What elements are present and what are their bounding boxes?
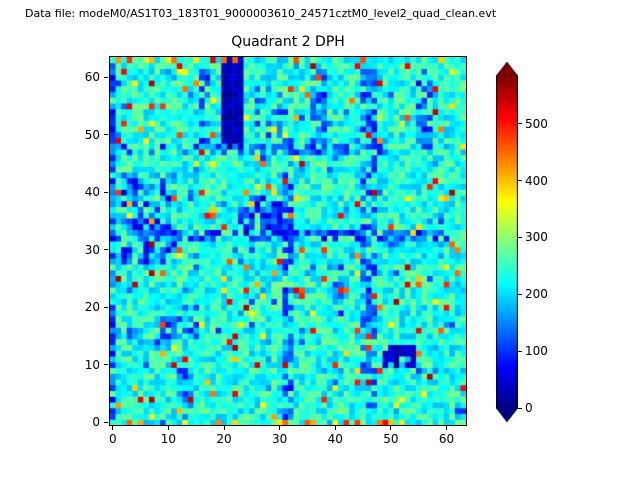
y-tick-label: 40 <box>84 185 100 200</box>
y-tick-label: 10 <box>84 357 100 372</box>
colorbar-tick-label: 400 <box>525 173 548 188</box>
y-tick-label: 20 <box>84 300 100 315</box>
y-tick-mark <box>104 421 108 423</box>
data-file-annotation: Data file: modeM0/AS1T03_183T01_90000036… <box>25 7 497 20</box>
y-tick-label: 30 <box>84 242 100 257</box>
x-tick-label: 50 <box>383 432 399 446</box>
colorbar-tick-mark <box>518 123 522 125</box>
colorbar-tick-label: 500 <box>525 116 548 131</box>
y-tick-mark <box>104 134 108 136</box>
heatmap-canvas <box>110 57 466 425</box>
colorbar-tick-label: 100 <box>525 344 548 359</box>
y-tick-label: 50 <box>84 127 100 142</box>
colorbar-tick-label: 200 <box>525 287 548 302</box>
y-tick-label: 0 <box>92 415 100 430</box>
y-tick-mark <box>104 76 108 78</box>
colorbar-tick-mark <box>518 293 522 295</box>
y-tick-mark <box>104 191 108 193</box>
colorbar <box>496 62 518 422</box>
colorbar-tick-mark <box>518 236 522 238</box>
x-tick-label: 40 <box>327 432 343 446</box>
x-tick-mark <box>112 426 114 430</box>
colorbar-tick-label: 300 <box>525 230 548 245</box>
x-tick-label: 60 <box>438 432 455 446</box>
x-tick-mark <box>223 426 225 430</box>
x-tick-mark <box>446 426 448 430</box>
x-tick-label: 30 <box>272 432 288 446</box>
y-tick-mark <box>104 364 108 366</box>
colorbar-tick-mark <box>518 407 522 409</box>
x-tick-mark <box>390 426 392 430</box>
x-tick-mark <box>167 426 169 430</box>
x-tick-label: 0 <box>108 432 117 446</box>
y-tick-mark <box>104 306 108 308</box>
y-tick-label: 60 <box>84 70 100 85</box>
colorbar-tick-mark <box>518 350 522 352</box>
x-tick-label: 20 <box>216 432 232 446</box>
chart-title: Quadrant 2 DPH <box>231 34 345 50</box>
x-tick-mark <box>334 426 336 430</box>
colorbar-tick-label: 0 <box>525 401 533 415</box>
x-tick-label: 10 <box>160 432 177 446</box>
y-tick-mark <box>104 249 108 251</box>
colorbar-tick-mark <box>518 180 522 182</box>
x-tick-mark <box>279 426 281 430</box>
heatmap-plot-area <box>109 56 467 426</box>
colorbar-canvas <box>496 62 518 422</box>
